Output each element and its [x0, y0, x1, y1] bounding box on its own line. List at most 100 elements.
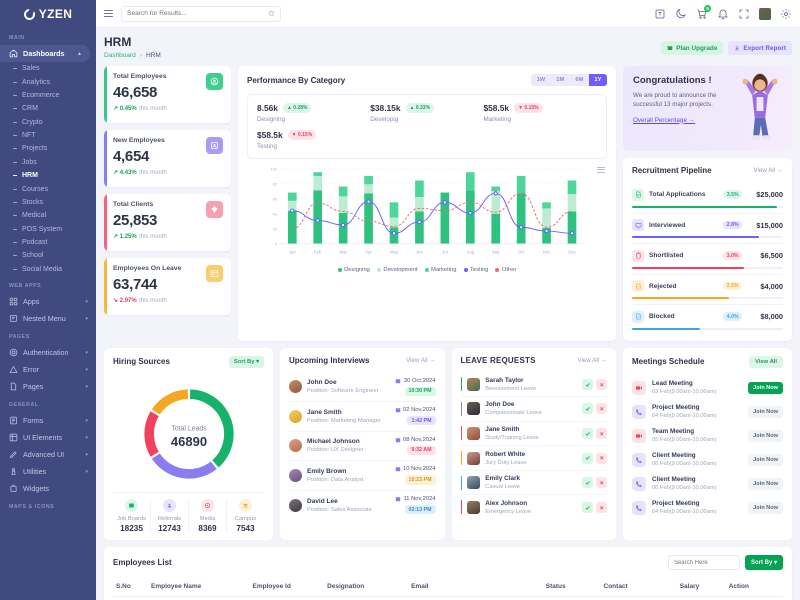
range-6M[interactable]: 6M — [575, 77, 584, 83]
sidebar-subitem-hrm[interactable]: HRM — [0, 169, 96, 182]
sidebar-item-ui-elements[interactable]: UI Elements ▾ — [0, 429, 96, 446]
legend-item-other[interactable]: Other — [495, 267, 516, 273]
sidebar-item-utilities[interactable]: Utilities ▾ — [0, 463, 96, 480]
sidebar-subitem-sales[interactable]: Sales — [0, 62, 96, 75]
interview-row[interactable]: Jane Smith Position: Marketing Manager 02 … — [289, 402, 436, 432]
approve-leave-button[interactable] — [582, 378, 593, 390]
search-input[interactable] — [127, 10, 264, 17]
sidebar-item-advanced-ui[interactable]: Advanced UI ▾ — [0, 446, 96, 463]
range-1M[interactable]: 1M — [556, 77, 565, 83]
avatar[interactable] — [759, 7, 771, 20]
join-now-button[interactable]: Join Now — [748, 501, 783, 514]
join-now-button[interactable]: Join Now — [748, 405, 783, 418]
gear-icon[interactable] — [780, 8, 792, 20]
pipeline-row[interactable]: Shortlisted 3.0% $6,500 — [632, 244, 783, 275]
reject-leave-button[interactable] — [596, 378, 607, 390]
reject-leave-button[interactable] — [596, 403, 607, 415]
employees-search[interactable] — [667, 555, 740, 570]
leave-type: Study/Training Leave — [485, 434, 539, 441]
overall-percentage-link[interactable]: Overall Percentage → — [633, 116, 695, 124]
legend-item-development[interactable]: Development — [376, 267, 418, 273]
legend-item-testing[interactable]: Testing — [463, 267, 488, 273]
pipeline-view-all[interactable]: View All → — [753, 167, 783, 174]
sidebar-item-forms[interactable]: Forms ▾ — [0, 412, 96, 429]
hiring-sort-button[interactable]: Sort By ▾ — [228, 355, 264, 368]
sidebar-subitem-podcast[interactable]: Podcast — [0, 236, 96, 249]
leave-actions — [582, 501, 607, 513]
leaves-view-all[interactable]: View All → — [577, 356, 607, 364]
sidebar-item-error[interactable]: Error ▾ — [0, 361, 96, 378]
notification-bell-icon[interactable] — [717, 8, 729, 20]
approve-leave-button[interactable] — [582, 477, 593, 489]
pipeline-row[interactable]: Total Applications 3.5% $25,000 — [632, 183, 783, 214]
translate-icon[interactable] — [654, 8, 666, 20]
join-now-button[interactable]: Join Now — [748, 381, 783, 394]
sidebar-item-widgets[interactable]: Widgets — [0, 480, 96, 497]
range-1Y[interactable]: 1Y — [588, 74, 607, 86]
range-selector[interactable]: 1W 1M 6M 1Y — [531, 74, 607, 86]
interview-schedule: 10 Nov,2024 10:23 PM — [395, 466, 436, 485]
meetings-view-all[interactable]: View All — [749, 355, 783, 368]
interview-row[interactable]: Emily Brown Position: Data Analyst 10 Nov,… — [289, 461, 436, 491]
chevron-up-icon: ▲ — [77, 50, 82, 57]
sidebar-subitem-analytics[interactable]: Analytics — [0, 75, 96, 88]
sidebar-subitem-courses[interactable]: Courses — [0, 182, 96, 195]
join-now-button[interactable]: Join Now — [748, 477, 783, 490]
leave-name: Jane Smith — [485, 425, 520, 433]
approve-leave-button[interactable] — [582, 403, 593, 415]
sidebar-item-authentication[interactable]: Authentication ▾ — [0, 344, 96, 361]
interview-row[interactable]: John Doe Position: Software Engineer 30 Oc… — [289, 373, 436, 403]
page-header-left: HRM Dashboard › HRM — [104, 35, 161, 59]
interview-date: 10 Nov,2024 — [395, 466, 436, 472]
sidebar-subitem-jobs[interactable]: Jobs — [0, 156, 96, 169]
sidebar-subitem-crypto[interactable]: Crypto — [0, 116, 96, 129]
celebration-illustration — [742, 73, 778, 140]
export-report-button[interactable]: Export Report — [728, 41, 792, 55]
cell-employee-id[interactable]: #Spt00120 — [249, 596, 325, 600]
join-now-button[interactable]: Join Now — [748, 453, 783, 466]
employees-search-input[interactable] — [673, 559, 734, 566]
employees-sort-button[interactable]: Sort By ▾ — [744, 555, 783, 570]
sidebar-subitem-pos-system[interactable]: POS System — [0, 223, 96, 236]
sidebar-subitem-projects[interactable]: Projects — [0, 142, 96, 155]
join-now-button[interactable]: Join Now — [748, 429, 783, 442]
sidebar-nav: MAIN Dashboards ▲ Sales Analytics Ecommerc… — [0, 28, 96, 600]
interview-position: Position: Data Analyst — [307, 476, 364, 483]
reject-leave-button[interactable] — [596, 477, 607, 489]
reject-leave-button[interactable] — [596, 452, 607, 464]
plan-upgrade-button[interactable]: Plan Upgrade — [661, 41, 724, 55]
sidebar-subitem-nft[interactable]: NFT — [0, 129, 96, 142]
sidebar-subitem-stocks[interactable]: Stocks — [0, 196, 96, 209]
sidebar-item-nested-menu[interactable]: Nested Menu ▾ — [0, 310, 96, 327]
legend-item-designing[interactable]: Designing — [337, 267, 370, 273]
sidebar-subitem-crm[interactable]: CRM — [0, 102, 96, 115]
fullscreen-icon[interactable] — [738, 8, 750, 20]
cart-icon[interactable]: 5 — [696, 4, 711, 20]
approve-leave-button[interactable] — [582, 452, 593, 464]
brand-logo[interactable]: YZEN — [0, 0, 96, 28]
global-search[interactable] — [121, 5, 281, 22]
dark-mode-icon[interactable] — [675, 8, 687, 20]
interview-row[interactable]: David Lee Position: Sales Associate 11 Nov… — [289, 491, 436, 520]
interview-row[interactable]: Michael Johnson Position: UX Designer 08 N… — [289, 432, 436, 462]
reject-leave-button[interactable] — [596, 501, 607, 513]
approve-leave-button[interactable] — [582, 501, 593, 513]
sidebar-subitem-ecommerce[interactable]: Ecommerce — [0, 89, 96, 102]
menu-toggle-icon[interactable] — [104, 9, 113, 18]
sidebar-subitem-medical[interactable]: Medical — [0, 209, 96, 222]
sidebar-subitem-school[interactable]: School — [0, 249, 96, 262]
breadcrumb-root[interactable]: Dashboard — [104, 52, 136, 59]
legend-item-marketing[interactable]: Marketing — [424, 267, 457, 273]
interviews-view-all[interactable]: View All → — [406, 356, 436, 364]
sidebar-subitem-social-media[interactable]: Social Media — [0, 263, 96, 276]
sidebar-item-apps[interactable]: Apps ▾ — [0, 293, 96, 310]
pipeline-row[interactable]: Rejected 2.5% $4,000 — [632, 275, 783, 305]
reject-leave-button[interactable] — [596, 427, 607, 439]
approve-leave-button[interactable] — [582, 427, 593, 439]
sidebar-item-pages[interactable]: Pages ▾ — [0, 378, 96, 395]
range-1W[interactable]: 1W — [536, 77, 546, 83]
pipeline-row[interactable]: Blocked 4.0% $8,000 — [632, 305, 783, 335]
sidebar-item-dashboards[interactable]: Dashboards ▲ — [0, 45, 90, 62]
chart-menu-icon[interactable] — [597, 165, 605, 173]
pipeline-row[interactable]: Interviewed 2.8% $15,000 — [632, 214, 783, 244]
